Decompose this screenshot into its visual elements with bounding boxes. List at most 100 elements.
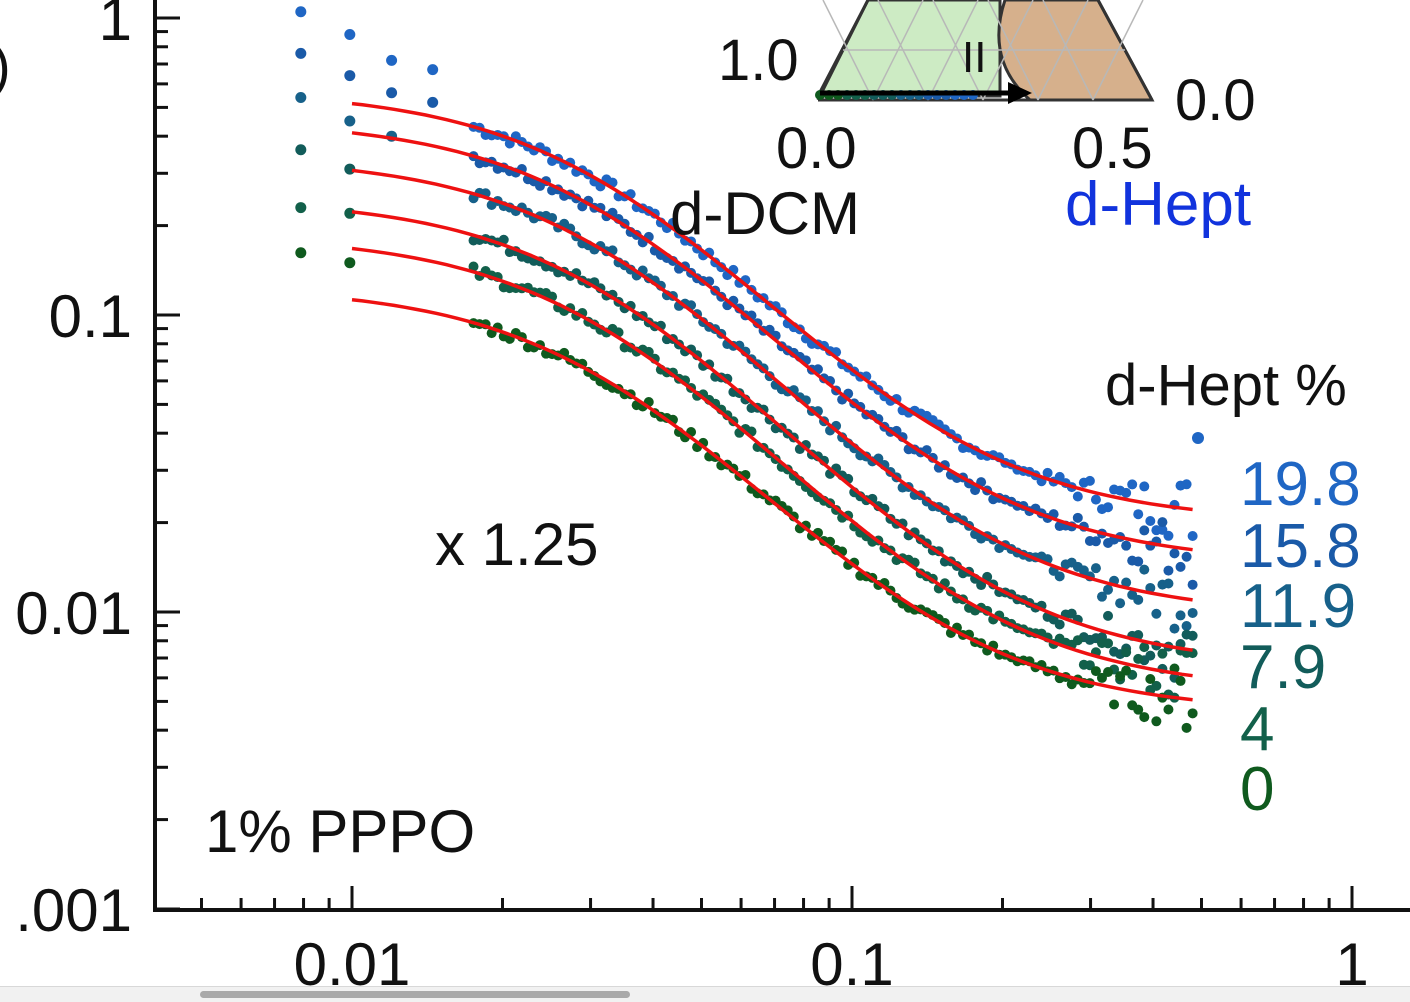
data-point xyxy=(1151,608,1162,619)
data-point xyxy=(1175,610,1186,621)
data-point xyxy=(295,144,307,156)
series-15.8 xyxy=(295,47,1198,590)
legend-entry: 7.9 xyxy=(1240,633,1326,702)
data-point xyxy=(1103,667,1114,678)
data-point xyxy=(1187,607,1198,618)
data-point xyxy=(976,580,987,591)
y-tick-label: 0.1 xyxy=(49,283,132,350)
data-point xyxy=(427,64,439,76)
legend: 19.815.811.97.940 xyxy=(1192,432,1361,824)
legend-title: d-Hept % xyxy=(1105,353,1347,418)
data-point xyxy=(1054,619,1065,630)
legend-entry: 0 xyxy=(1240,755,1274,824)
legend-entry: 15.8 xyxy=(1240,512,1361,581)
scale-note: x 1.25 xyxy=(435,511,598,578)
data-point xyxy=(1066,608,1077,619)
data-point xyxy=(295,47,307,59)
data-point xyxy=(1139,712,1150,723)
legend-entry: 19.8 xyxy=(1240,450,1361,519)
data-point xyxy=(1072,491,1083,502)
data-point xyxy=(1151,716,1162,727)
fit-curve-11.9 xyxy=(351,168,1193,602)
data-point xyxy=(1078,565,1089,576)
data-point xyxy=(295,202,307,214)
data-point xyxy=(295,91,307,103)
data-point xyxy=(1084,475,1095,486)
legend-entry: 4 xyxy=(1240,695,1274,764)
data-point xyxy=(1103,610,1114,621)
data-point xyxy=(1145,515,1156,526)
data-point xyxy=(1096,591,1107,602)
data-point xyxy=(1181,479,1192,490)
data-point xyxy=(1090,666,1101,677)
inset-right-axis-label: d-Hept xyxy=(1065,170,1251,239)
data-point xyxy=(1187,708,1198,719)
fit-curve-0 xyxy=(351,297,1193,702)
data-point xyxy=(1187,531,1198,542)
data-point xyxy=(1109,699,1120,710)
data-point xyxy=(1163,704,1174,715)
horizontal-scrollbar[interactable] xyxy=(0,986,1410,1002)
data-point xyxy=(1139,642,1150,653)
series-11.9 xyxy=(295,91,1198,634)
data-point xyxy=(498,234,509,245)
data-point xyxy=(1175,561,1186,572)
inset-bottom-axis-label: d-DCM xyxy=(670,180,860,247)
data-point xyxy=(1133,509,1144,520)
data-point xyxy=(1121,540,1132,551)
scrollbar-thumb[interactable] xyxy=(200,991,630,998)
inset-region-label: II xyxy=(962,33,986,82)
data-point xyxy=(1121,487,1132,498)
data-point xyxy=(1139,564,1150,575)
data-point xyxy=(344,28,356,40)
data-point xyxy=(1145,650,1156,661)
data-point xyxy=(1103,638,1114,649)
fit-curve-7.9 xyxy=(351,210,1193,652)
data-point xyxy=(1103,584,1114,595)
sample-label: 1% PPPO xyxy=(205,798,475,865)
fit-curve-15.8 xyxy=(351,131,1193,552)
data-point xyxy=(1072,512,1083,523)
fit-curve-19.8 xyxy=(351,101,1193,512)
data-point xyxy=(344,115,356,127)
legend-marker xyxy=(1192,432,1204,444)
data-point xyxy=(1090,494,1101,505)
data-point xyxy=(1072,635,1083,646)
data-point xyxy=(1139,525,1150,536)
data-point xyxy=(1133,704,1144,715)
data-point xyxy=(1103,502,1114,513)
inset-left-value: 1.0 xyxy=(718,28,799,93)
data-point xyxy=(1133,556,1144,567)
data-point xyxy=(427,96,439,108)
data-point xyxy=(344,70,356,82)
inset-arrowhead xyxy=(1008,82,1032,104)
inset-right-value: 0.0 xyxy=(1175,68,1256,133)
data-point xyxy=(1115,598,1126,609)
inset-grid xyxy=(822,0,1144,101)
data-point xyxy=(1121,665,1132,676)
data-point xyxy=(1157,517,1168,528)
data-point xyxy=(1042,467,1053,478)
inset-bottom-left: 0.0 xyxy=(776,116,857,181)
data-point xyxy=(386,54,398,66)
data-point xyxy=(1121,577,1132,588)
data-point xyxy=(295,6,307,18)
data-point xyxy=(1121,647,1132,658)
data-point xyxy=(1145,673,1156,684)
data-point xyxy=(1181,722,1192,733)
data-point xyxy=(295,247,307,259)
data-point xyxy=(1054,571,1065,582)
data-point xyxy=(1163,578,1174,589)
data-point xyxy=(1175,675,1186,686)
legend-entry: 11.9 xyxy=(1240,572,1356,641)
data-point xyxy=(344,257,356,269)
phase-diagram-inset: II 1.0 0.0 0.0 0.5 d-DCM d-Hept xyxy=(670,0,1256,247)
data-point xyxy=(1133,653,1144,664)
data-point xyxy=(1145,582,1156,593)
data-point xyxy=(1169,548,1180,559)
data-point xyxy=(1139,481,1150,492)
data-point xyxy=(1187,579,1198,590)
data-point xyxy=(1187,630,1198,641)
data-point xyxy=(386,87,398,99)
